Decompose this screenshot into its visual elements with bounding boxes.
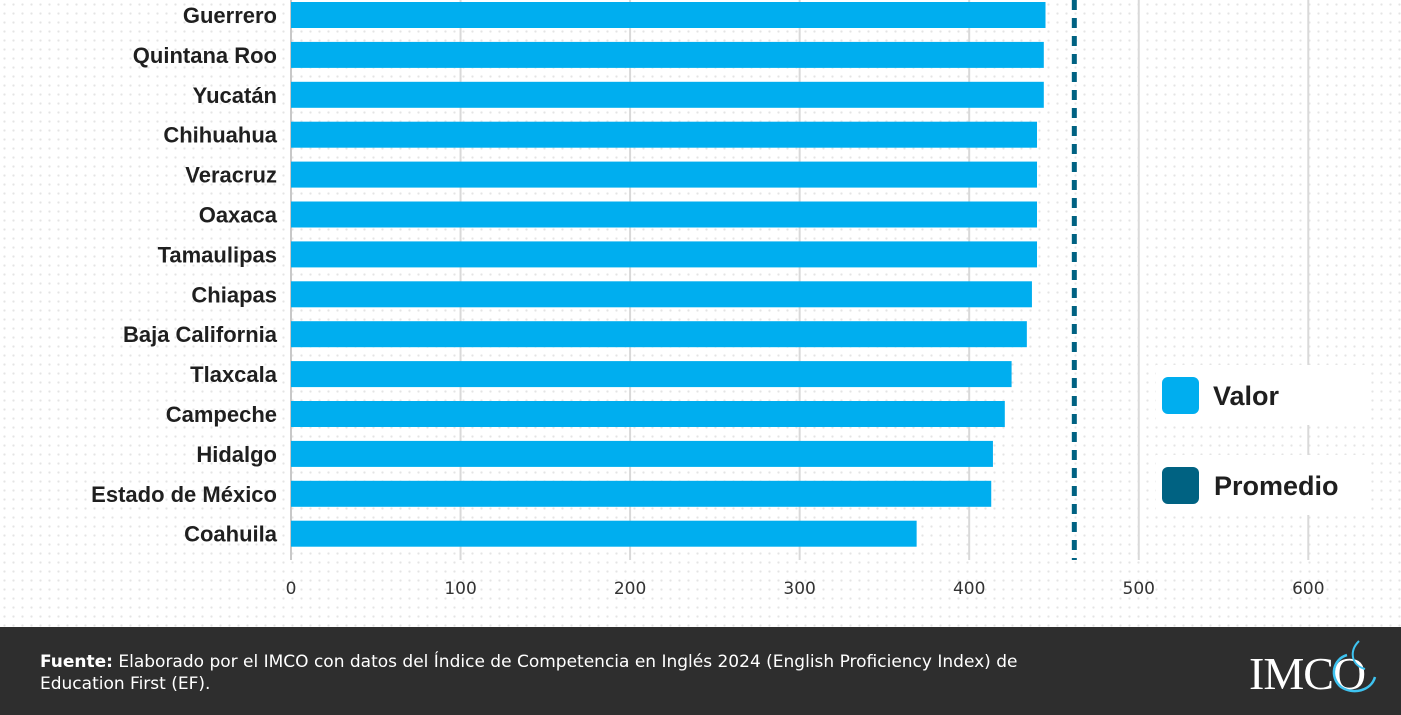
bar: [291, 281, 1032, 308]
bar: [291, 520, 917, 547]
bar: [291, 201, 1038, 228]
x-tick-label: 500: [1123, 579, 1155, 599]
category-label: Tamaulipas: [158, 242, 277, 267]
category-label: Estado de México: [91, 482, 277, 507]
x-tick-label: 400: [953, 579, 985, 599]
bar: [291, 361, 1012, 388]
category-label: Campeche: [166, 402, 277, 427]
bar: [291, 121, 1038, 148]
category-label: Veracruz: [185, 163, 277, 188]
category-label: Chiapas: [191, 282, 277, 307]
x-tick-label: 100: [444, 579, 476, 599]
category-label: Baja California: [123, 322, 278, 347]
legend-swatch: [1162, 377, 1199, 414]
category-label: Chihuahua: [163, 123, 277, 148]
category-label: Oaxaca: [199, 203, 278, 228]
imco-logo: IMCO: [1249, 640, 1377, 699]
x-tick-label: 200: [614, 579, 646, 599]
category-labels: Guerrero Quintana Roo Yucatán Chihuahua Vera…: [91, 3, 278, 547]
legend-label: Valor: [1213, 381, 1280, 411]
legend: Valor Promedio: [1156, 365, 1366, 515]
bar: [291, 321, 1027, 348]
category-label: Quintana Roo: [133, 43, 277, 68]
footer: Fuente: Elaborado por el IMCO con datos …: [0, 627, 1401, 715]
bar: [291, 41, 1044, 68]
bar: [291, 401, 1005, 427]
bar: [291, 480, 992, 507]
x-tick-label: 300: [783, 579, 815, 599]
bar: [291, 2, 1046, 28]
bar: [291, 440, 993, 467]
bar: [291, 81, 1044, 108]
bar-chart: Guerrero Quintana Roo Yucatán Chihuahua Vera…: [91, 0, 1366, 599]
legend-swatch: [1162, 467, 1199, 504]
category-label: Hidalgo: [196, 442, 277, 467]
source-text: Elaborado por el IMCO con datos del Índi…: [40, 652, 1018, 694]
source-label: Fuente:: [40, 652, 113, 672]
source-note: Fuente: Elaborado por el IMCO con datos …: [40, 651, 1100, 695]
bar: [291, 161, 1038, 188]
category-label: Guerrero: [183, 3, 277, 28]
bars: [291, 2, 1046, 547]
x-tick-labels: 0 100 200 300 400 500 600: [286, 579, 1325, 599]
x-tick-label: 0: [286, 579, 297, 599]
category-label: Yucatán: [193, 83, 277, 108]
category-label: Coahuila: [184, 522, 278, 547]
bar: [291, 241, 1038, 268]
category-label: Tlaxcala: [190, 362, 278, 387]
legend-label: Promedio: [1214, 471, 1339, 501]
x-tick-label: 600: [1292, 579, 1324, 599]
